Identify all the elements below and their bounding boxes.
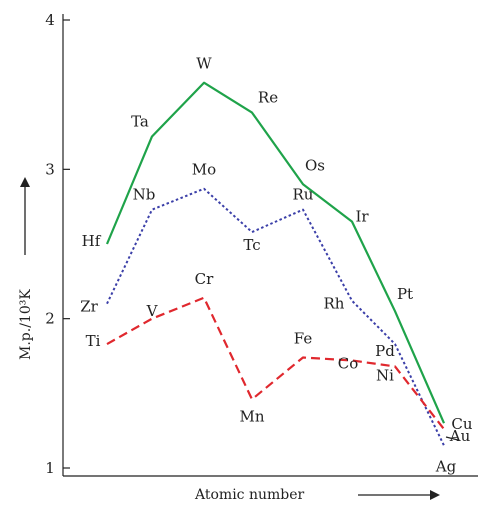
y-tick-label: 3 [45,160,55,178]
x-axis-title-group: Atomic number [194,487,440,503]
point-label-ti: Ti [86,332,101,350]
point-label-rh: Rh [324,295,345,313]
point-label-mn: Mn [239,407,264,425]
point-label-v: V [146,302,159,320]
point-label-mo: Mo [192,161,216,179]
y-axis-arrow-head [20,177,30,187]
point-label-ir: Ir [355,208,369,226]
point-label-os: Os [305,156,325,174]
point-label-fe: Fe [294,329,313,347]
au-pointer [445,436,459,441]
point-label-hf: Hf [82,232,102,250]
x-axis-title: Atomic number [194,487,305,503]
point-label-w: W [196,55,212,73]
y-ticks: 1 2 3 4 [45,11,70,477]
point-label-nb: Nb [133,186,156,204]
series-layer [105,81,446,447]
y-tick-label: 1 [45,459,55,477]
point-label-au: Au [449,427,471,445]
point-label-co: Co [338,354,359,372]
y-tick-label: 2 [45,310,55,328]
y-axis-title: M.p./10³K [18,289,34,360]
point-label-tc: Tc [243,236,260,254]
point-label-cu: Cu [451,415,472,433]
point-label-pt: Pt [397,285,413,303]
y-tick-label: 4 [45,11,55,29]
point-label-pd: Pd [375,342,395,360]
point-labels: Hf Ta W Re Os Ir Pt Au Zr Nb Mo Tc Ru Rh Pd Ag Ti V Cr Mn Fe… [80,55,473,476]
point-label-ta: Ta [131,112,149,130]
point-label-zr: Zr [80,298,98,316]
axes [62,14,478,477]
series-line-0 [105,81,446,424]
series-line-2 [106,296,445,430]
point-label-ru: Ru [293,186,314,204]
y-axis-title-group: M.p./10³K [18,177,34,360]
x-axis-arrow-head [430,490,440,500]
point-label-ni: Ni [376,366,394,384]
point-label-re: Re [258,89,278,107]
point-label-ag: Ag [435,458,457,476]
point-label-cr: Cr [195,270,214,288]
